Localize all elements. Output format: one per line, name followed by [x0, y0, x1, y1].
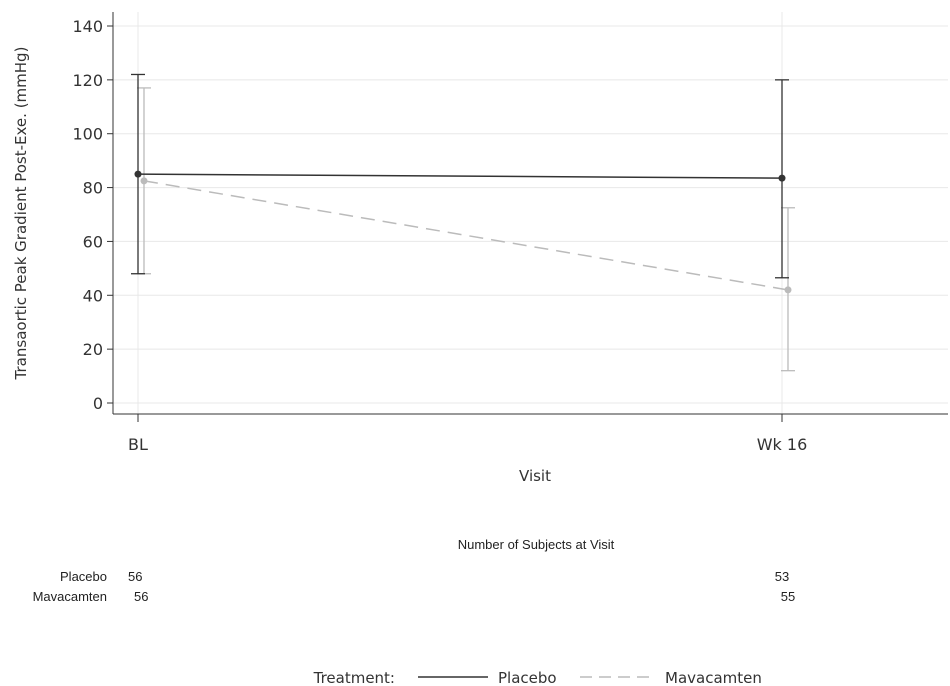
series-line-mavacamten: [143, 180, 789, 291]
subjects-count: 55: [781, 589, 795, 604]
x-axis-title: Visit: [519, 467, 551, 485]
subjects-table-title: Number of Subjects at Visit: [458, 537, 615, 552]
x-ticks: BL Wk 16: [128, 414, 807, 454]
x-tick-label: BL: [128, 435, 148, 454]
legend: Treatment: Placebo Mavacamten: [313, 669, 762, 686]
subjects-table-rows: Placebo 56 53 Mavacamten 56 55: [33, 569, 796, 604]
point-mavacamten: [784, 286, 792, 294]
y-tick-label: 80: [83, 179, 103, 198]
subjects-count: 53: [775, 569, 789, 584]
axes: [112, 12, 948, 415]
subjects-row-label: Mavacamten: [33, 589, 107, 604]
point-placebo: [778, 174, 786, 182]
legend-label-mavacamten: Mavacamten: [665, 669, 762, 686]
y-tick-label: 100: [72, 125, 103, 144]
legend-title: Treatment:: [313, 669, 395, 686]
subjects-table: Number of Subjects at Visit Placebo 56 53 M…: [33, 537, 796, 604]
y-tick-label: 120: [72, 71, 103, 90]
y-tick-label: 0: [93, 394, 103, 413]
series-mavacamten: [137, 87, 795, 372]
y-tick-label: 40: [83, 286, 103, 305]
point-mavacamten: [140, 177, 148, 185]
x-tick-label: Wk 16: [757, 435, 808, 454]
y-ticks: 0 20 40 60 80 100 120 140: [72, 17, 113, 413]
legend-label-placebo: Placebo: [498, 669, 557, 686]
point-placebo: [134, 170, 142, 178]
subjects-count: 56: [128, 569, 142, 584]
y-tick-label: 140: [72, 17, 103, 36]
series-placebo: [131, 73, 789, 279]
series-line-placebo: [137, 173, 783, 179]
y-tick-label: 60: [83, 232, 103, 251]
y-tick-label: 20: [83, 340, 103, 359]
grid-lines: [113, 12, 948, 414]
y-axis-title: Transaortic Peak Gradient Post-Exe. (mmH…: [12, 47, 30, 381]
series: [131, 73, 795, 372]
subjects-row-label: Placebo: [60, 569, 107, 584]
subjects-count: 56: [134, 589, 148, 604]
